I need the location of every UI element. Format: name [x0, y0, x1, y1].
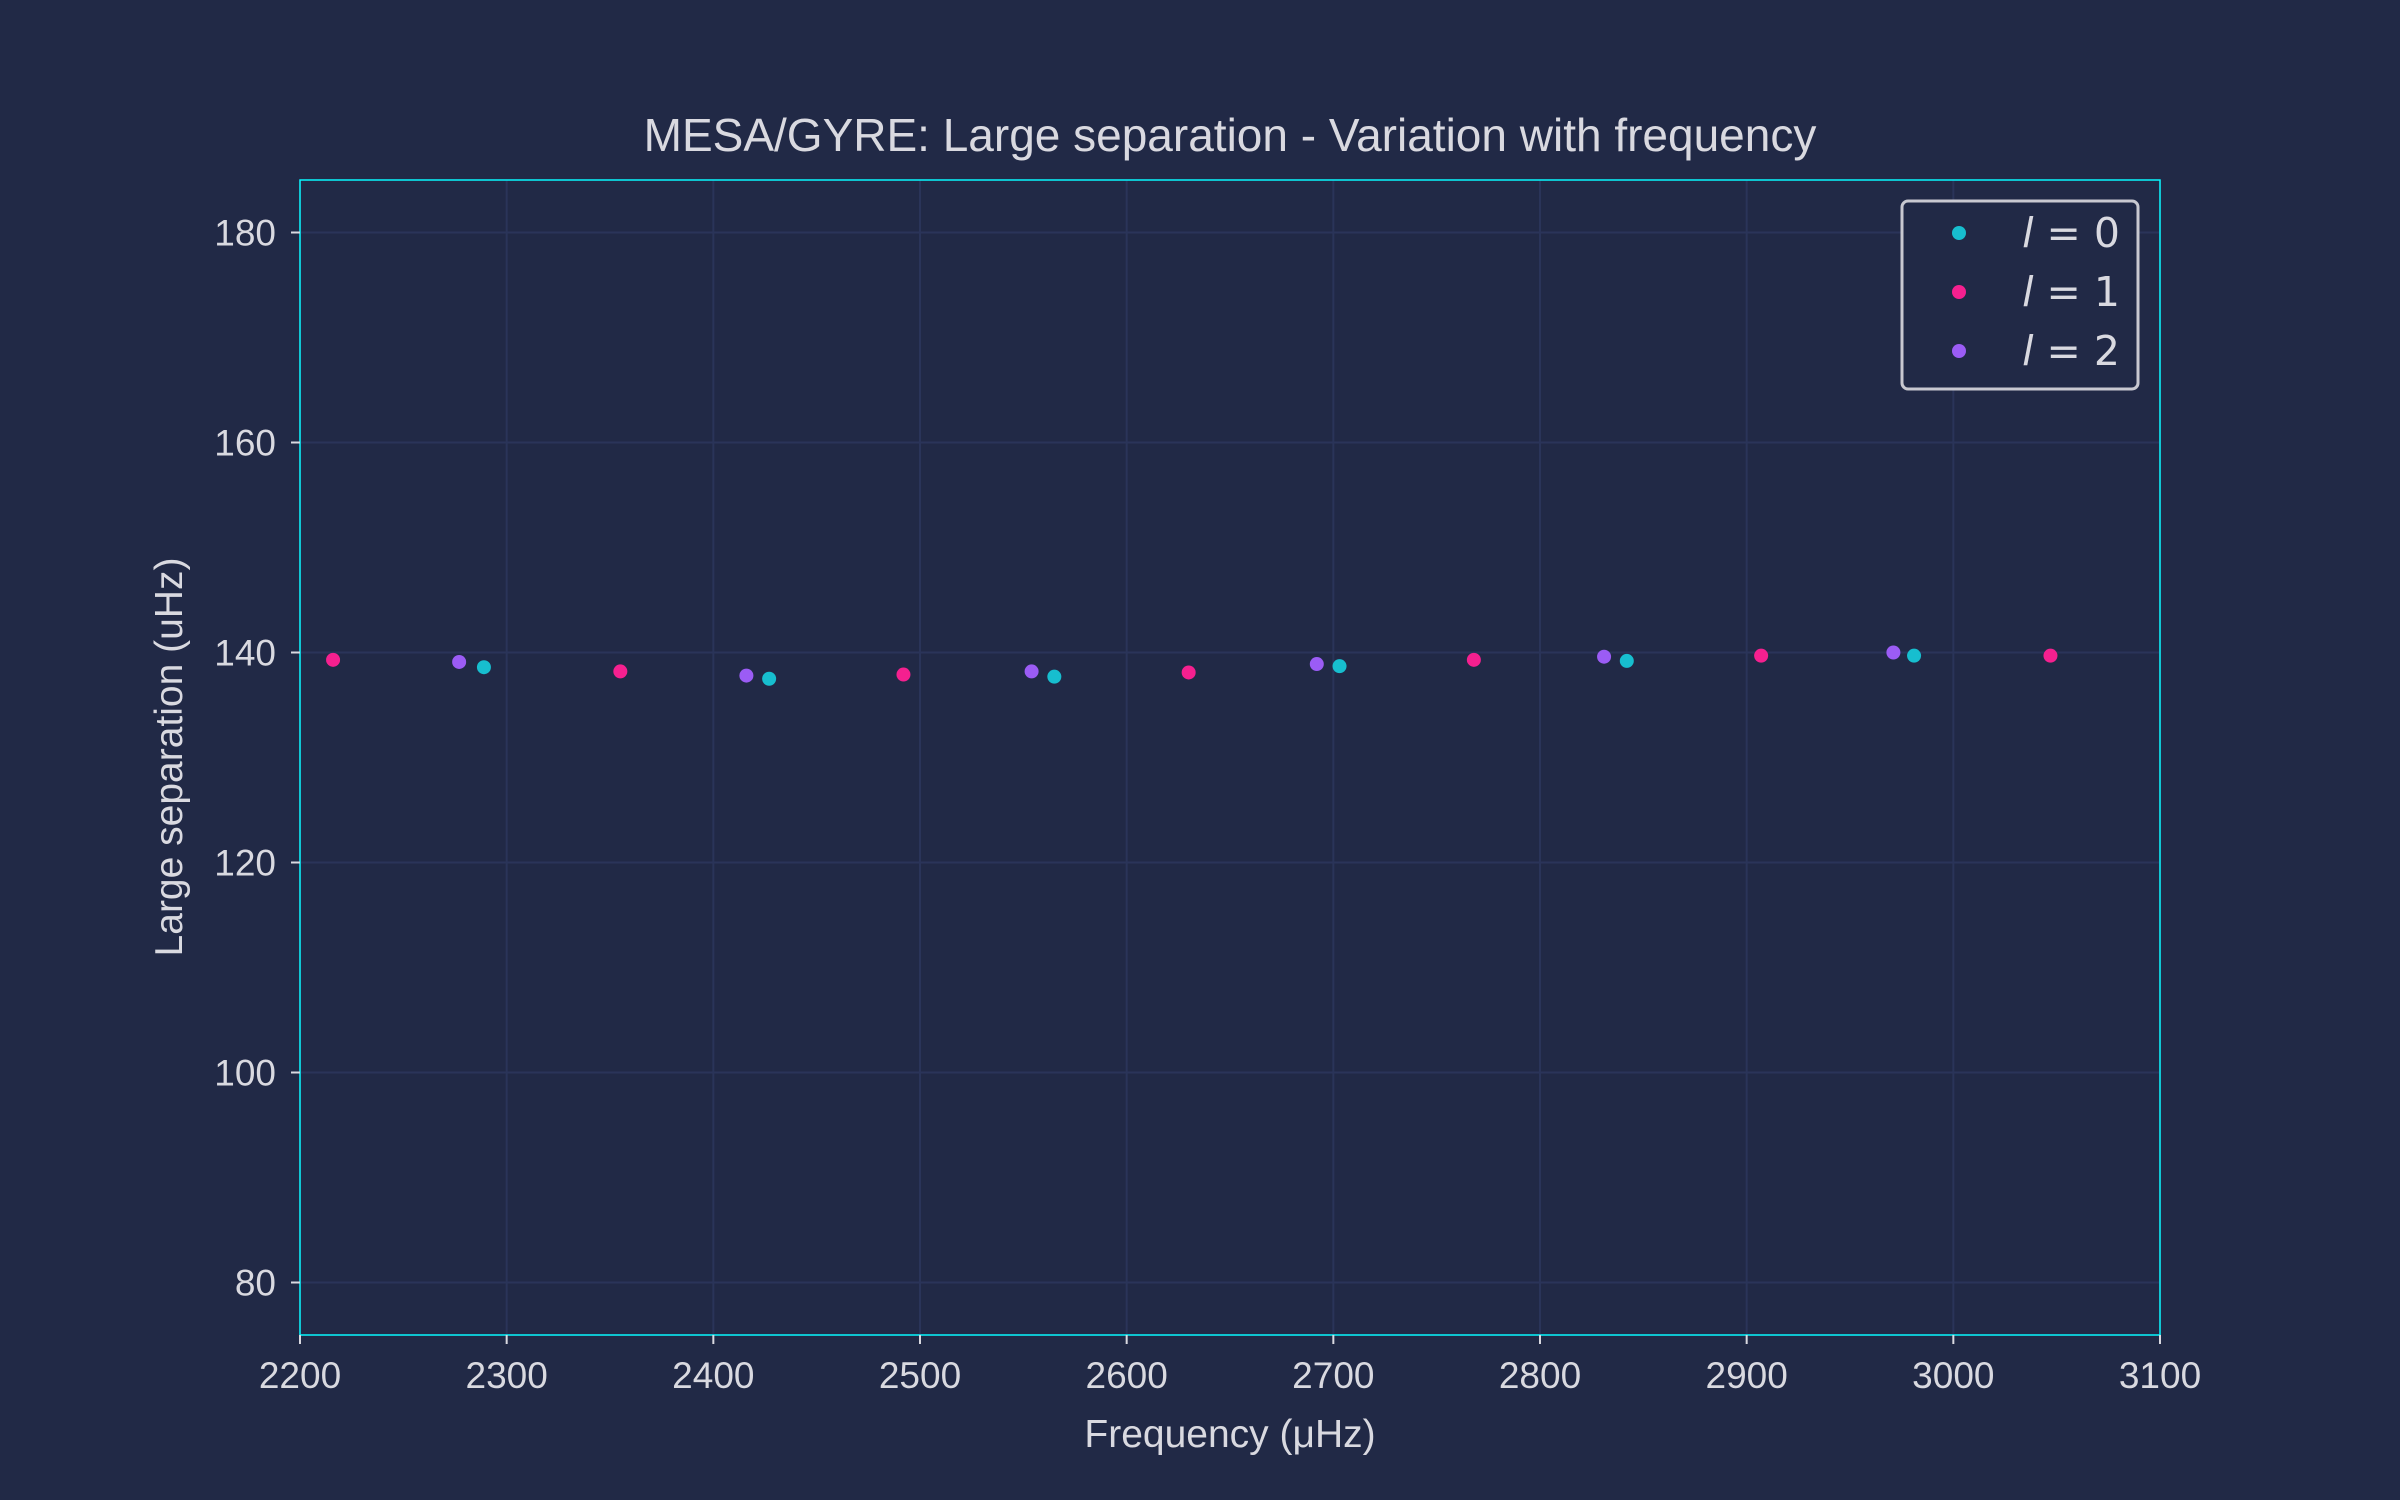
x-tick-label: 3000: [1912, 1355, 1994, 1396]
x-tick-label: 2400: [672, 1355, 754, 1396]
data-point-l1: [1754, 648, 1769, 663]
legend-marker-l0: [1952, 226, 1966, 240]
data-point-l0: [1047, 669, 1062, 684]
data-point-l2: [739, 668, 754, 683]
legend-marker-l1: [1952, 285, 1966, 299]
data-point-l0: [1619, 653, 1634, 668]
data-point-l2: [1597, 649, 1612, 664]
x-tick-label: 2800: [1499, 1355, 1581, 1396]
data-point-l1: [1466, 652, 1481, 667]
y-tick-label: 180: [214, 213, 276, 254]
x-tick-label: 2700: [1292, 1355, 1374, 1396]
legend-label-l2: l = 2: [2022, 327, 2120, 375]
plot-frame: [299, 179, 2161, 1336]
data-point-l0: [476, 660, 491, 675]
y-tick-label: 160: [214, 423, 276, 464]
data-point-l0: [1907, 648, 1922, 663]
legend: l = 0 l = 1 l = 2: [1900, 199, 2140, 391]
chart-title: MESA/GYRE: Large separation - Variation …: [644, 109, 1817, 161]
data-point-l1: [896, 667, 911, 682]
data-point-l1: [613, 664, 628, 679]
x-axis: 2200 2300 2400 2500 2600 2700 2800 2900 3000 3100: [259, 1335, 2201, 1396]
data-points: [326, 645, 2058, 686]
legend-label-l0: l = 0: [2022, 209, 2120, 257]
data-point-l2: [452, 654, 467, 669]
x-tick-label: 2500: [879, 1355, 961, 1396]
legend-label-l1: l = 1: [2022, 268, 2120, 316]
x-tick-label: 2600: [1086, 1355, 1168, 1396]
data-point-l1: [2043, 648, 2058, 663]
data-point-l0: [762, 671, 777, 686]
y-tick-label: 120: [214, 843, 276, 884]
x-tick-label: 3100: [2119, 1355, 2201, 1396]
data-point-l2: [1309, 657, 1324, 672]
data-point-l2: [1886, 645, 1901, 660]
legend-box: [1900, 199, 2140, 391]
x-axis-label: Frequency (μHz): [1084, 1413, 1375, 1456]
data-point-l1: [1181, 665, 1196, 680]
legend-marker-l2: [1952, 344, 1966, 358]
x-tick-label: 2300: [466, 1355, 548, 1396]
y-tick-label: 100: [214, 1053, 276, 1094]
y-tick-label: 140: [214, 633, 276, 674]
y-tick-label: 80: [235, 1263, 276, 1304]
y-axis: 80 100 120 140 160 180: [214, 213, 300, 1304]
x-tick-label: 2200: [259, 1355, 341, 1396]
y-axis-label: Large separation (uHz): [148, 558, 191, 957]
data-point-l1: [326, 652, 341, 667]
data-point-l0: [1332, 659, 1347, 674]
x-tick-label: 2900: [1706, 1355, 1788, 1396]
data-point-l2: [1024, 664, 1039, 679]
